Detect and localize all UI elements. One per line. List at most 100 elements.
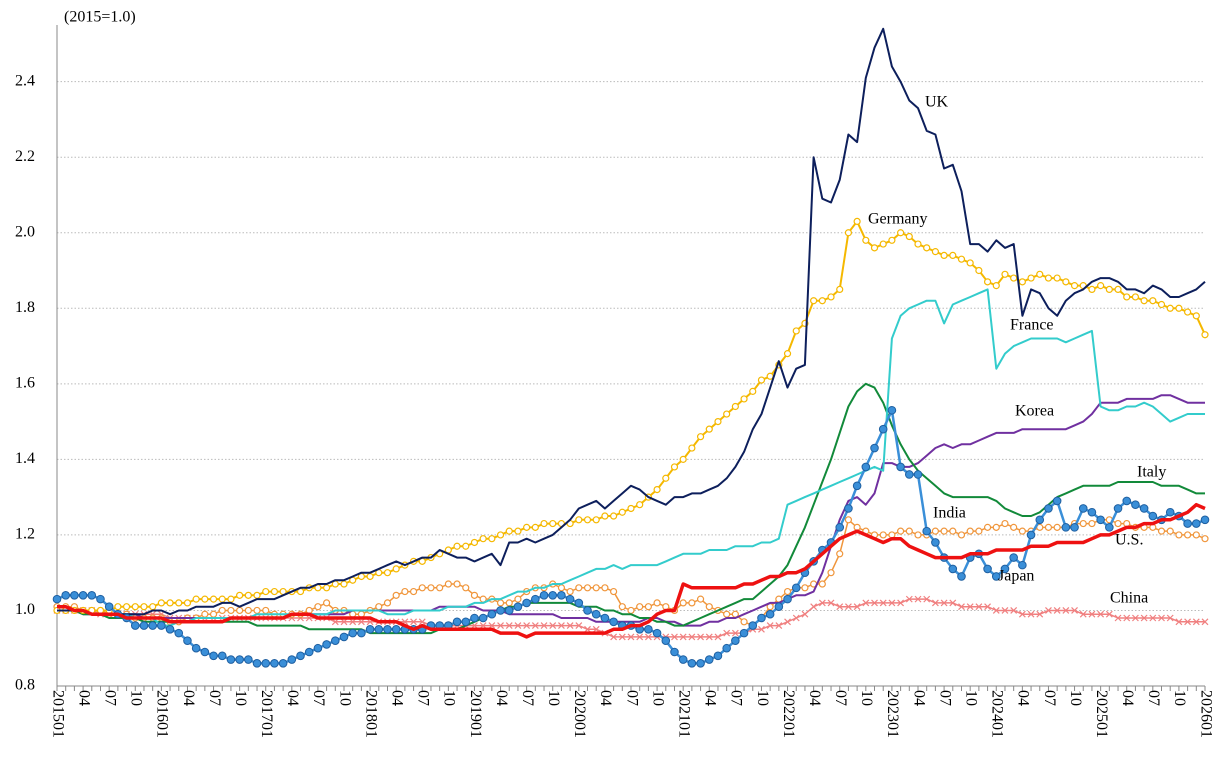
marker bbox=[914, 531, 922, 539]
marker bbox=[913, 470, 923, 479]
marker bbox=[209, 610, 218, 618]
x-tick-label: 202601 bbox=[1197, 690, 1214, 738]
marker bbox=[618, 603, 626, 611]
x-tick-label: 201701 bbox=[258, 690, 275, 738]
marker bbox=[940, 251, 948, 260]
marker bbox=[523, 523, 531, 531]
marker bbox=[496, 531, 505, 539]
marker bbox=[1001, 270, 1009, 278]
marker bbox=[1131, 500, 1140, 509]
marker bbox=[478, 613, 488, 623]
marker bbox=[957, 255, 966, 263]
marker bbox=[166, 599, 174, 607]
marker bbox=[1158, 614, 1165, 622]
marker bbox=[140, 603, 148, 611]
series-label: Japan bbox=[998, 568, 1034, 585]
marker bbox=[1200, 515, 1210, 525]
marker bbox=[897, 527, 905, 535]
marker bbox=[114, 603, 122, 611]
marker bbox=[905, 595, 913, 603]
marker bbox=[1009, 553, 1018, 562]
line bbox=[57, 382, 1205, 635]
marker bbox=[601, 512, 609, 520]
marker bbox=[383, 599, 392, 607]
marker bbox=[1175, 304, 1183, 312]
marker bbox=[462, 542, 470, 550]
x-tick-label: 07 bbox=[206, 690, 223, 706]
marker bbox=[217, 651, 227, 661]
marker bbox=[888, 236, 896, 244]
marker bbox=[940, 527, 948, 535]
marker bbox=[462, 584, 470, 592]
marker bbox=[783, 350, 792, 358]
marker bbox=[774, 602, 784, 611]
marker bbox=[252, 659, 262, 668]
marker bbox=[714, 418, 722, 426]
marker bbox=[1157, 300, 1166, 309]
x-tick-label: 04 bbox=[910, 690, 927, 706]
marker bbox=[1053, 523, 1061, 531]
marker bbox=[514, 527, 522, 535]
marker bbox=[1201, 535, 1209, 543]
marker bbox=[948, 564, 958, 574]
marker bbox=[226, 655, 236, 664]
marker bbox=[1087, 507, 1097, 517]
line bbox=[57, 502, 1206, 639]
marker bbox=[958, 603, 965, 611]
marker bbox=[470, 538, 479, 547]
marker bbox=[165, 625, 175, 634]
series bbox=[57, 382, 1205, 635]
marker bbox=[418, 584, 426, 592]
marker bbox=[722, 643, 731, 653]
marker bbox=[748, 621, 758, 630]
marker bbox=[784, 618, 791, 626]
marker bbox=[139, 621, 149, 630]
marker bbox=[844, 229, 853, 237]
marker bbox=[1114, 614, 1122, 622]
marker bbox=[218, 606, 226, 615]
marker bbox=[949, 251, 957, 260]
marker bbox=[975, 527, 983, 535]
marker bbox=[1201, 618, 1209, 626]
marker bbox=[879, 240, 887, 248]
x-tick-label: 07 bbox=[1145, 690, 1162, 706]
marker bbox=[157, 599, 165, 607]
marker bbox=[975, 266, 983, 275]
marker bbox=[340, 618, 348, 626]
marker bbox=[592, 516, 600, 524]
marker bbox=[1192, 519, 1201, 528]
marker bbox=[504, 606, 514, 615]
marker bbox=[584, 625, 591, 633]
marker bbox=[1036, 270, 1044, 278]
marker bbox=[209, 651, 218, 661]
series-label: U.S. bbox=[1115, 532, 1143, 549]
marker bbox=[531, 523, 539, 531]
marker bbox=[1165, 507, 1175, 517]
x-tick-label: 07 bbox=[1041, 690, 1058, 706]
marker bbox=[983, 564, 992, 574]
marker bbox=[679, 599, 687, 607]
marker bbox=[1053, 607, 1061, 614]
marker bbox=[357, 618, 365, 626]
series-label: Germany bbox=[868, 211, 928, 228]
marker bbox=[418, 618, 426, 626]
marker bbox=[1078, 504, 1088, 513]
marker bbox=[827, 569, 835, 577]
marker bbox=[949, 599, 957, 607]
marker bbox=[374, 625, 384, 634]
x-tick-label: 10 bbox=[336, 690, 353, 706]
x-tick-label: 04 bbox=[806, 690, 823, 706]
x-tick-label: 04 bbox=[180, 690, 197, 706]
marker bbox=[914, 595, 922, 603]
marker bbox=[714, 633, 722, 641]
marker bbox=[444, 580, 452, 588]
marker bbox=[836, 603, 844, 611]
marker bbox=[470, 591, 479, 599]
marker bbox=[940, 599, 948, 607]
marker bbox=[852, 481, 862, 491]
marker bbox=[627, 504, 635, 513]
x-tick-label: 10 bbox=[545, 690, 562, 706]
marker bbox=[609, 617, 618, 627]
marker bbox=[531, 594, 540, 604]
